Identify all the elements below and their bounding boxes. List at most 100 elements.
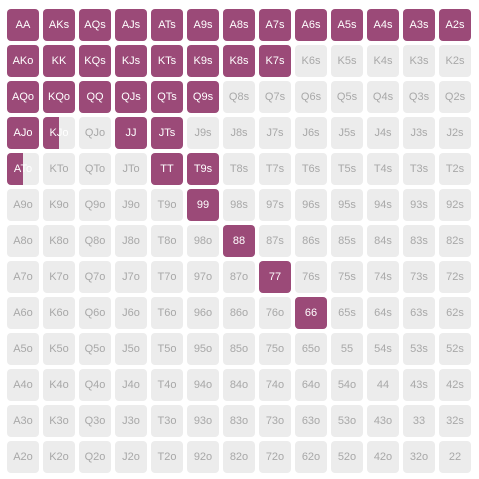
hand-cell-42o[interactable]: 42o [367,441,399,473]
hand-cell-q6o[interactable]: Q6o [79,297,111,329]
hand-cell-94s[interactable]: 94s [367,189,399,221]
hand-cell-84s[interactable]: 84s [367,225,399,257]
hand-cell-98o[interactable]: 98o [187,225,219,257]
hand-cell-q4s[interactable]: Q4s [367,81,399,113]
hand-cell-t3s[interactable]: T3s [403,153,435,185]
hand-cell-j2s[interactable]: J2s [439,117,471,149]
hand-cell-a6o[interactable]: A6o [7,297,39,329]
hand-cell-q8s[interactable]: Q8s [223,81,255,113]
hand-cell-33[interactable]: 33 [403,405,435,437]
hand-cell-52o[interactable]: 52o [331,441,363,473]
hand-cell-q9o[interactable]: Q9o [79,189,111,221]
hand-cell-82o[interactable]: 82o [223,441,255,473]
hand-cell-22[interactable]: 22 [439,441,471,473]
hand-cell-k5s[interactable]: K5s [331,45,363,77]
hand-cell-tt[interactable]: TT [151,153,183,185]
hand-cell-a8o[interactable]: A8o [7,225,39,257]
hand-cell-j5o[interactable]: J5o [115,333,147,365]
hand-cell-63s[interactable]: 63s [403,297,435,329]
hand-cell-k7o[interactable]: K7o [43,261,75,293]
hand-cell-k7s[interactable]: K7s [259,45,291,77]
hand-cell-54s[interactable]: 54s [367,333,399,365]
hand-cell-q9s[interactable]: Q9s [187,81,219,113]
hand-cell-a2o[interactable]: A2o [7,441,39,473]
hand-cell-99[interactable]: 99 [187,189,219,221]
hand-cell-a3s[interactable]: A3s [403,9,435,41]
hand-cell-j8s[interactable]: J8s [223,117,255,149]
hand-cell-kto[interactable]: KTo [43,153,75,185]
hand-cell-jts[interactable]: JTs [151,117,183,149]
hand-cell-j2o[interactable]: J2o [115,441,147,473]
hand-cell-ats[interactable]: ATs [151,9,183,41]
hand-cell-q5s[interactable]: Q5s [331,81,363,113]
hand-cell-72o[interactable]: 72o [259,441,291,473]
hand-cell-q8o[interactable]: Q8o [79,225,111,257]
hand-cell-87o[interactable]: 87o [223,261,255,293]
hand-cell-q7o[interactable]: Q7o [79,261,111,293]
hand-cell-87s[interactable]: 87s [259,225,291,257]
hand-cell-q2s[interactable]: Q2s [439,81,471,113]
hand-cell-83s[interactable]: 83s [403,225,435,257]
hand-cell-q3s[interactable]: Q3s [403,81,435,113]
hand-cell-q7s[interactable]: Q7s [259,81,291,113]
hand-cell-kjs[interactable]: KJs [115,45,147,77]
hand-cell-t4o[interactable]: T4o [151,369,183,401]
hand-cell-92o[interactable]: 92o [187,441,219,473]
hand-cell-j3s[interactable]: J3s [403,117,435,149]
hand-cell-t4s[interactable]: T4s [367,153,399,185]
hand-cell-qjo[interactable]: QJo [79,117,111,149]
hand-cell-53s[interactable]: 53s [403,333,435,365]
hand-cell-95o[interactable]: 95o [187,333,219,365]
hand-cell-ajs[interactable]: AJs [115,9,147,41]
hand-cell-j5s[interactable]: J5s [331,117,363,149]
hand-cell-t7o[interactable]: T7o [151,261,183,293]
hand-cell-a4s[interactable]: A4s [367,9,399,41]
hand-cell-ato[interactable]: ATo [7,153,39,185]
hand-cell-32s[interactable]: 32s [439,405,471,437]
hand-cell-86o[interactable]: 86o [223,297,255,329]
hand-cell-55[interactable]: 55 [331,333,363,365]
hand-cell-q4o[interactable]: Q4o [79,369,111,401]
hand-cell-77[interactable]: 77 [259,261,291,293]
hand-cell-43o[interactable]: 43o [367,405,399,437]
hand-cell-a7s[interactable]: A7s [259,9,291,41]
hand-cell-a8s[interactable]: A8s [223,9,255,41]
hand-cell-44[interactable]: 44 [367,369,399,401]
hand-cell-72s[interactable]: 72s [439,261,471,293]
hand-cell-74o[interactable]: 74o [259,369,291,401]
hand-cell-95s[interactable]: 95s [331,189,363,221]
hand-cell-qts[interactable]: QTs [151,81,183,113]
hand-cell-94o[interactable]: 94o [187,369,219,401]
hand-cell-q6s[interactable]: Q6s [295,81,327,113]
hand-cell-j7s[interactable]: J7s [259,117,291,149]
hand-cell-32o[interactable]: 32o [403,441,435,473]
hand-cell-53o[interactable]: 53o [331,405,363,437]
hand-cell-65s[interactable]: 65s [331,297,363,329]
hand-cell-ako[interactable]: AKo [7,45,39,77]
hand-cell-aqo[interactable]: AQo [7,81,39,113]
hand-cell-k4o[interactable]: K4o [43,369,75,401]
hand-cell-k5o[interactable]: K5o [43,333,75,365]
hand-cell-73s[interactable]: 73s [403,261,435,293]
hand-cell-kk[interactable]: KK [43,45,75,77]
hand-cell-k3s[interactable]: K3s [403,45,435,77]
hand-cell-kqo[interactable]: KQo [43,81,75,113]
hand-cell-k8o[interactable]: K8o [43,225,75,257]
hand-cell-54o[interactable]: 54o [331,369,363,401]
hand-cell-a4o[interactable]: A4o [7,369,39,401]
hand-cell-a3o[interactable]: A3o [7,405,39,437]
hand-cell-42s[interactable]: 42s [439,369,471,401]
hand-cell-k3o[interactable]: K3o [43,405,75,437]
hand-cell-j8o[interactable]: J8o [115,225,147,257]
hand-cell-t8s[interactable]: T8s [223,153,255,185]
hand-cell-82s[interactable]: 82s [439,225,471,257]
hand-cell-k9s[interactable]: K9s [187,45,219,77]
hand-cell-j9o[interactable]: J9o [115,189,147,221]
hand-cell-a2s[interactable]: A2s [439,9,471,41]
hand-cell-84o[interactable]: 84o [223,369,255,401]
hand-cell-qto[interactable]: QTo [79,153,111,185]
hand-cell-92s[interactable]: 92s [439,189,471,221]
hand-cell-a5o[interactable]: A5o [7,333,39,365]
hand-cell-q2o[interactable]: Q2o [79,441,111,473]
hand-cell-a6s[interactable]: A6s [295,9,327,41]
